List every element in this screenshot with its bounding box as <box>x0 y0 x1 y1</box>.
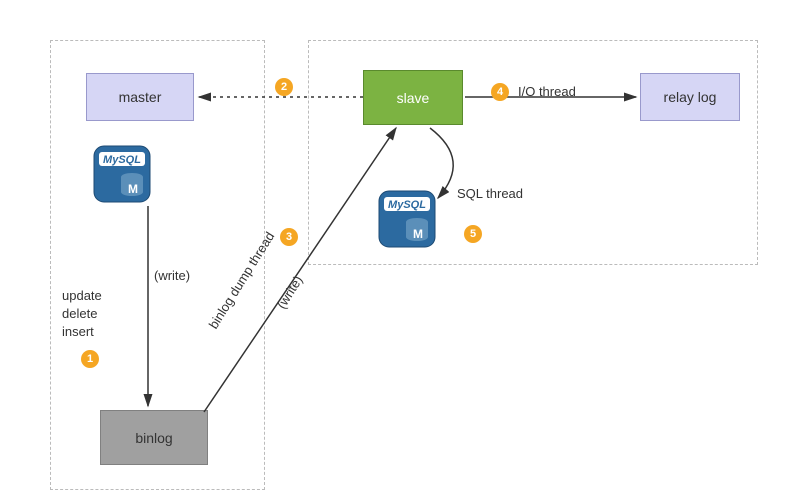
badge-5-num: 5 <box>470 228 476 240</box>
mysql-tag: MySQL <box>103 154 141 166</box>
relay-log-label: relay log <box>664 89 717 105</box>
binlog-node: binlog <box>100 410 208 465</box>
label-write2: (write) <box>274 273 306 312</box>
relay-log-node: relay log <box>640 73 740 121</box>
badge-2: 2 <box>275 78 293 96</box>
badge-5: 5 <box>464 225 482 243</box>
mysql-slave-icon: MySQL M <box>378 190 436 248</box>
label-sql: SQL thread <box>457 186 523 201</box>
badge-1: 1 <box>81 350 99 368</box>
mysql-master-icon: MySQL M <box>93 145 151 203</box>
badge-2-num: 2 <box>281 81 287 93</box>
badge-1-num: 1 <box>87 353 93 365</box>
mysql-letter: M <box>413 227 423 241</box>
label-update: update <box>62 288 102 303</box>
badge-4: 4 <box>491 83 509 101</box>
badge-3-num: 3 <box>286 231 292 243</box>
label-write1: (write) <box>154 268 190 283</box>
badge-4-num: 4 <box>497 86 503 98</box>
mysql-letter: M <box>128 182 138 196</box>
mysql-tag: MySQL <box>388 199 426 211</box>
master-label: master <box>119 89 162 105</box>
label-io: I/O thread <box>518 84 576 99</box>
badge-3: 3 <box>280 228 298 246</box>
binlog-label: binlog <box>135 430 172 446</box>
slave-node: slave <box>363 70 463 125</box>
slave-label: slave <box>397 90 430 106</box>
label-delete: delete <box>62 306 97 321</box>
master-node: master <box>86 73 194 121</box>
label-insert: insert <box>62 324 94 339</box>
